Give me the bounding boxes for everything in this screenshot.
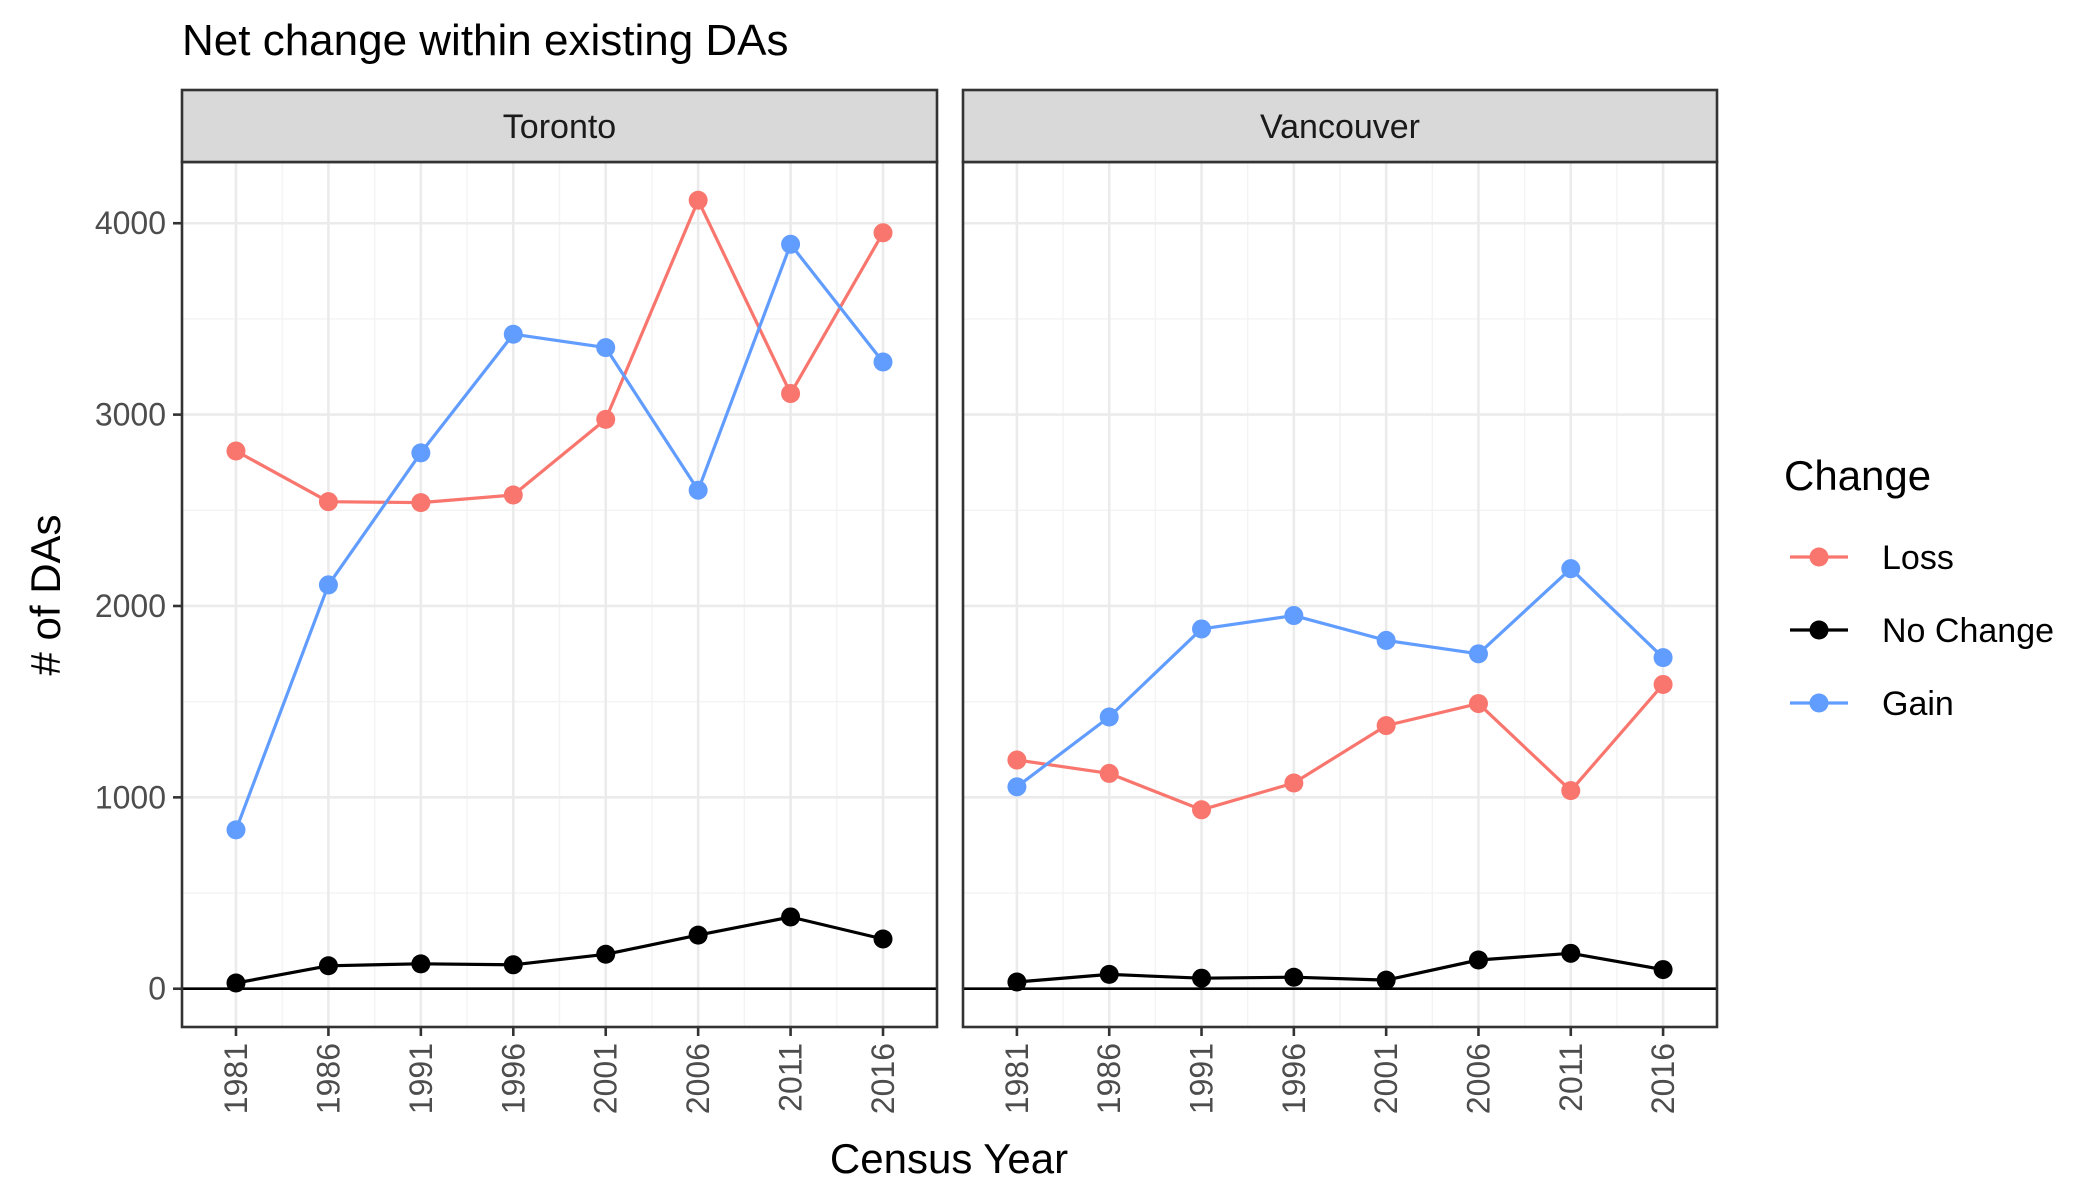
x-tick-label-vancouver-2011: 2011	[1553, 1043, 1589, 1112]
x-tick-label-toronto-1981: 1981	[218, 1043, 254, 1114]
x-tick-label-vancouver-2001: 2001	[1368, 1043, 1404, 1114]
data-point-toronto-gain-1991	[411, 443, 431, 463]
legend: Change Loss No Change Gain	[1784, 452, 2054, 723]
data-point-toronto-gain-2016	[873, 352, 893, 372]
legend-label-gain: Gain	[1882, 685, 1954, 723]
facet-strip	[961, 88, 1719, 164]
data-point-vancouver-no-change-1991	[1192, 968, 1212, 988]
x-tick-label-vancouver-2016: 2016	[1645, 1043, 1681, 1114]
x-tick-label-toronto-2011: 2011	[773, 1043, 809, 1112]
y-tick-label-1000: 1000	[95, 779, 166, 815]
series-line-vancouver-loss	[1016, 683, 1665, 812]
data-point-toronto-no-change-1991	[411, 954, 431, 974]
data-point-vancouver-gain-2001	[1376, 630, 1396, 650]
series-line-toronto-loss	[235, 198, 885, 505]
data-point-toronto-loss-1981	[226, 441, 246, 461]
legend-label-loss: Loss	[1882, 539, 1954, 577]
data-point-toronto-gain-1996	[503, 324, 523, 344]
data-point-vancouver-loss-2001	[1376, 716, 1396, 736]
data-point-toronto-no-change-1986	[318, 956, 338, 976]
facet-strip	[180, 88, 939, 164]
data-point-vancouver-loss-2011	[1561, 781, 1581, 801]
x-axis-title: Census Year	[830, 1135, 1068, 1182]
data-point-vancouver-loss-2016	[1653, 674, 1673, 694]
data-point-vancouver-gain-1996	[1284, 606, 1304, 626]
data-point-vancouver-no-change-1986	[1099, 964, 1119, 984]
data-point-toronto-loss-2006	[688, 190, 708, 210]
panel-vancouver: Vancouver 1981 1986 1991 1996 2001 2006 2011 201…	[961, 88, 1719, 1114]
data-point-toronto-loss-2011	[781, 384, 801, 404]
data-point-vancouver-no-change-2001	[1376, 970, 1396, 990]
series-line-toronto-no-change	[235, 915, 884, 985]
facet-label-vancouver: Vancouver	[1260, 108, 1420, 146]
legend-item-gain: Gain	[1790, 685, 1954, 723]
data-point-vancouver-gain-1991	[1192, 619, 1212, 639]
data-point-vancouver-gain-2011	[1561, 559, 1581, 579]
x-tick-label-toronto-2001: 2001	[588, 1043, 624, 1114]
legend-item-no-change: No Change	[1790, 612, 2054, 650]
data-point-vancouver-gain-1986	[1099, 707, 1119, 727]
data-point-toronto-loss-2001	[596, 409, 616, 429]
data-point-vancouver-loss-1996	[1284, 773, 1304, 793]
data-point-toronto-loss-1991	[411, 493, 431, 513]
legend-key-point-no-change	[1809, 620, 1829, 640]
data-point-toronto-gain-2011	[781, 234, 801, 254]
x-tick-label-toronto-1991: 1991	[403, 1043, 439, 1114]
data-point-toronto-no-change-2011	[781, 907, 801, 927]
y-tick-label-3000: 3000	[95, 397, 166, 433]
data-point-vancouver-loss-1981	[1007, 750, 1027, 770]
series-line-toronto-gain	[234, 242, 885, 831]
data-point-vancouver-no-change-1996	[1284, 967, 1304, 987]
data-point-toronto-gain-2006	[688, 480, 708, 500]
legend-title: Change	[1784, 452, 1931, 499]
x-tick-label-toronto-2006: 2006	[680, 1043, 716, 1114]
data-point-toronto-gain-2001	[596, 338, 616, 358]
data-point-toronto-no-change-1981	[226, 973, 246, 993]
x-tick-label-toronto-2016: 2016	[865, 1043, 901, 1114]
y-tick-label-2000: 2000	[95, 588, 166, 624]
legend-label-no-change: No Change	[1882, 612, 2054, 650]
series-line-vancouver-gain	[1015, 567, 1665, 789]
data-point-vancouver-no-change-2011	[1561, 943, 1581, 963]
data-point-vancouver-loss-1991	[1192, 800, 1212, 820]
x-tick-label-toronto-1996: 1996	[495, 1043, 531, 1114]
data-point-toronto-gain-1981	[226, 820, 246, 840]
data-point-vancouver-gain-2016	[1653, 648, 1673, 668]
x-tick-label-vancouver-1981: 1981	[999, 1043, 1035, 1114]
x-tick-label-toronto-1986: 1986	[310, 1043, 346, 1114]
x-tick-label-vancouver-1996: 1996	[1276, 1043, 1312, 1114]
data-point-toronto-loss-2016	[873, 223, 893, 243]
data-point-toronto-loss-1996	[503, 485, 523, 505]
panels: Toronto 1981 1986 1991 1996 2001 2006 2011 2016 0…	[95, 88, 1719, 1114]
data-point-toronto-no-change-2001	[596, 944, 616, 964]
data-point-toronto-no-change-2016	[873, 929, 893, 949]
y-tick-label-4000: 4000	[95, 205, 166, 241]
panel-toronto: Toronto 1981 1986 1991 1996 2001 2006 2011 2016 0…	[95, 88, 939, 1114]
data-point-vancouver-loss-2006	[1468, 694, 1488, 714]
data-point-toronto-gain-1986	[318, 575, 338, 595]
y-tick-label-0: 0	[148, 971, 166, 1007]
data-point-toronto-loss-1986	[318, 492, 338, 512]
data-point-vancouver-loss-1986	[1099, 763, 1119, 783]
data-point-vancouver-gain-1981	[1007, 777, 1027, 797]
data-point-vancouver-no-change-2006	[1468, 950, 1488, 970]
chart-title: Net change within existing DAs	[182, 16, 789, 65]
data-point-toronto-no-change-2006	[688, 925, 708, 945]
legend-key-point-gain	[1809, 693, 1829, 713]
data-point-vancouver-gain-2006	[1468, 644, 1488, 664]
y-axis-title: # of DAs	[22, 514, 69, 675]
x-tick-label-vancouver-2006: 2006	[1460, 1043, 1496, 1114]
x-tick-label-vancouver-1986: 1986	[1091, 1043, 1127, 1114]
facet-label-toronto: Toronto	[503, 108, 616, 146]
data-point-toronto-no-change-1996	[503, 955, 523, 975]
legend-item-loss: Loss	[1790, 539, 1954, 577]
series-line-vancouver-no-change	[1016, 951, 1664, 984]
data-point-vancouver-no-change-2016	[1653, 960, 1673, 980]
data-point-vancouver-no-change-1981	[1007, 972, 1027, 992]
x-tick-label-vancouver-1991: 1991	[1184, 1043, 1220, 1114]
legend-key-point-loss	[1809, 547, 1829, 567]
